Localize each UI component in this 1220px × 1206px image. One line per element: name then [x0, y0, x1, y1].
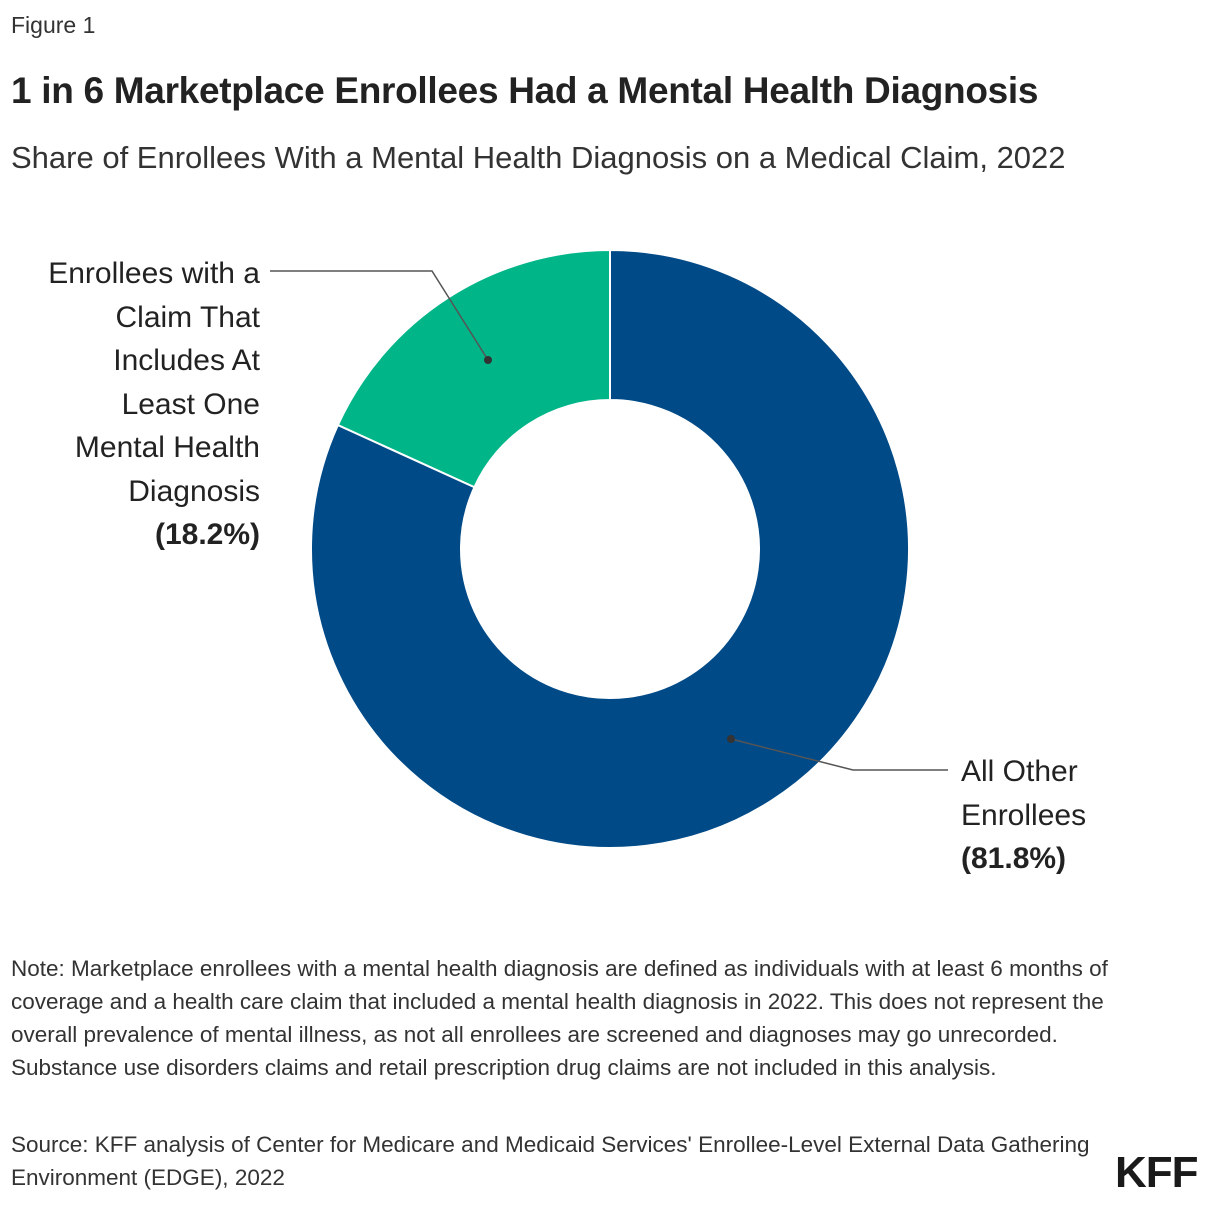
label-line: Least One	[121, 387, 260, 421]
label-line: Diagnosis	[128, 474, 260, 508]
label-line: Enrollees with a	[48, 257, 260, 290]
label-line: Includes At	[113, 344, 260, 377]
label-line: Mental Health	[74, 431, 260, 464]
chart-note: Note: Marketplace enrollees with a menta…	[11, 956, 1108, 1080]
label-line: Enrollees	[961, 798, 1087, 832]
chart-subtitle: Share of Enrollees With a Mental Health …	[11, 140, 1066, 175]
leader-dot-green	[484, 356, 492, 364]
kff-logo: KFF	[1115, 1148, 1199, 1197]
chart-source: Source: KFF analysis of Center for Medic…	[11, 1132, 1090, 1190]
slice-value-blue: (81.8%)	[961, 842, 1067, 875]
donut-slice-1	[310, 248, 910, 849]
label-line: All Other	[961, 755, 1078, 788]
donut-slice-0	[336, 248, 611, 489]
leader-dot-blue	[727, 735, 735, 743]
leader-line-green	[270, 270, 489, 361]
slice-label-green: Enrollees with a Claim That Includes At …	[0, 252, 260, 557]
chart-title: 1 in 6 Marketplace Enrollees Had a Menta…	[11, 70, 1039, 111]
figure-label: Figure 1	[11, 12, 96, 38]
leader-line-blue	[730, 738, 948, 771]
slice-label-blue: All Other Enrollees (81.8%)	[961, 750, 1086, 881]
label-line: Claim That	[115, 300, 261, 334]
slice-value-green: (18.2%)	[154, 518, 260, 551]
